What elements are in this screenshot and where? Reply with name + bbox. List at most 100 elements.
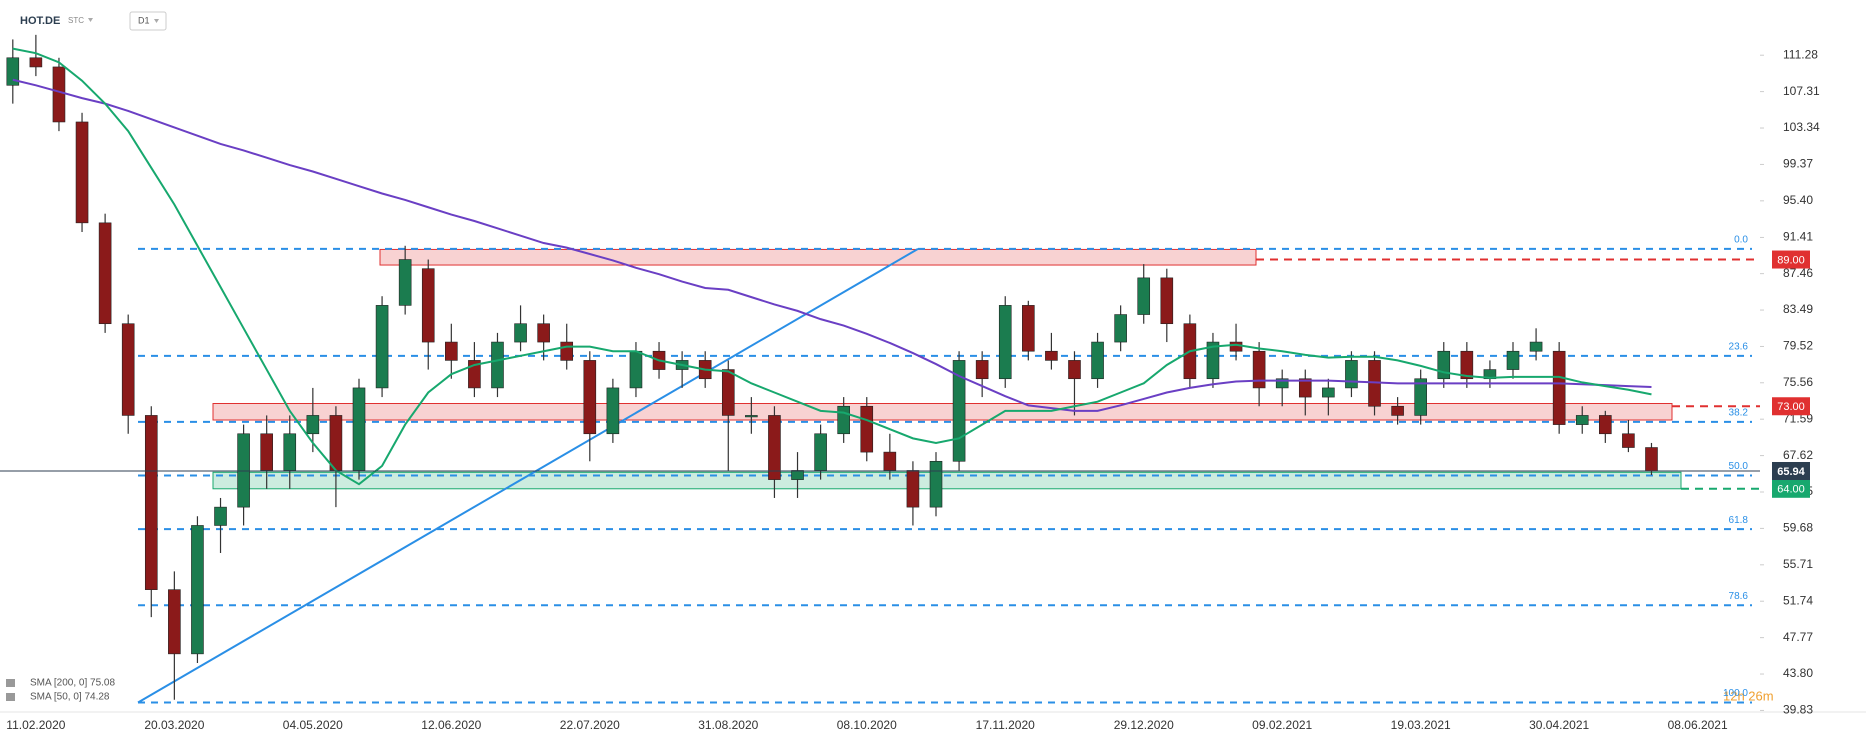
fib-label: 100.0	[1723, 688, 1748, 699]
candle-body	[1160, 277, 1174, 325]
x-tick-label: 17.11.2020	[976, 718, 1035, 732]
price-tag-box	[1772, 479, 1810, 498]
sma-line	[12, 47, 1652, 486]
candle-body	[583, 360, 597, 435]
candle-body	[837, 405, 850, 435]
candle-body	[283, 433, 297, 471]
fib-label: 23.6	[1729, 341, 1749, 352]
candle-body	[98, 222, 112, 325]
candle-body	[929, 460, 943, 508]
candle-body	[1645, 447, 1658, 472]
candle-body	[1114, 314, 1127, 343]
candle-body	[721, 369, 735, 416]
candle-body	[1045, 350, 1058, 361]
candle-body	[1460, 350, 1474, 380]
candle-body	[1552, 350, 1566, 425]
y-tick-label: 39.83	[1783, 703, 1813, 717]
candle-body	[1575, 415, 1589, 425]
candle-timer: 12h 26m	[1723, 688, 1774, 703]
candle-body	[1506, 350, 1520, 370]
interval[interactable]: D1	[138, 15, 150, 25]
candle-body	[260, 433, 273, 471]
y-tick-label: 47.77	[1783, 630, 1813, 644]
candle-body	[1345, 360, 1358, 389]
candle-body	[398, 259, 412, 306]
x-tick-label: 11.02.2020	[6, 718, 65, 732]
y-tick-label: 55.71	[1783, 557, 1813, 571]
y-tick-label: 103.34	[1783, 120, 1820, 134]
y-tick-label: 95.40	[1783, 193, 1813, 207]
y-tick-label: 87.46	[1783, 266, 1813, 280]
candle-body	[998, 305, 1012, 380]
last-price-tag: 65.94	[1777, 466, 1805, 478]
candle-body	[1391, 405, 1404, 416]
y-tick-label: 111.28	[1783, 47, 1818, 61]
legend-entry: SMA [200, 0] 75.08	[30, 678, 115, 689]
candle-body	[606, 387, 620, 435]
x-tick-label: 08.06.2021	[1668, 718, 1728, 732]
fib-label: 61.8	[1729, 515, 1749, 526]
y-tick-label: 99.37	[1783, 157, 1813, 171]
symbol: HOT.DE	[20, 15, 60, 27]
candle-body	[75, 121, 89, 224]
candle-body	[537, 323, 550, 343]
candle-body	[1599, 415, 1612, 435]
price-tag-box	[1772, 250, 1810, 269]
candle-body	[514, 323, 527, 343]
candle-body	[352, 387, 366, 471]
candle-body	[306, 415, 320, 435]
candle-body	[1275, 378, 1289, 389]
y-tick-label: 107.31	[1783, 84, 1820, 98]
x-tick-label: 09.02.2021	[1252, 718, 1312, 732]
price-tag-box	[1772, 397, 1810, 416]
y-tick-label: 43.80	[1783, 666, 1813, 680]
candle-body	[6, 57, 20, 86]
price-tag: 64.00	[1777, 484, 1805, 496]
candle-body	[168, 589, 181, 655]
candle-body	[191, 525, 204, 655]
y-tick-label: 51.74	[1783, 593, 1813, 607]
candle-body	[375, 305, 389, 389]
fib-label: 50.0	[1729, 461, 1749, 472]
y-tick-label: 67.62	[1783, 448, 1813, 462]
x-tick-label: 04.05.2020	[283, 718, 343, 732]
fib-label: 78.6	[1729, 591, 1749, 602]
candle-body	[1022, 305, 1035, 352]
candle-body	[1137, 277, 1151, 315]
candle-body	[560, 341, 574, 361]
y-tick-label: 91.41	[1783, 230, 1813, 244]
candle-body	[1622, 433, 1635, 448]
x-tick-label: 29.12.2020	[1114, 718, 1174, 732]
x-tick-label: 22.07.2020	[560, 718, 620, 732]
zone	[212, 403, 1673, 421]
candle-body	[1252, 350, 1266, 389]
candle-body	[121, 323, 135, 416]
x-tick-label: 20.03.2020	[144, 718, 204, 732]
candle-body	[1322, 387, 1335, 398]
fib-label: 38.2	[1729, 407, 1749, 418]
candle-body	[814, 433, 827, 471]
x-tick-label: 08.10.2020	[837, 718, 897, 732]
candle-body	[629, 350, 643, 389]
candle-body	[1091, 341, 1104, 380]
candle-body	[883, 451, 897, 471]
candle-body	[1298, 378, 1312, 398]
x-tick-label: 31.08.2020	[698, 718, 758, 732]
interval-box[interactable]	[129, 11, 167, 31]
price-tag: 89.00	[1777, 254, 1805, 266]
trend-line	[137, 248, 919, 704]
dropdown-arrow[interactable]	[154, 19, 159, 23]
chart-style[interactable]: STC	[68, 16, 84, 25]
candle-body	[745, 415, 758, 418]
sma-line	[12, 78, 1652, 412]
candle-body	[906, 470, 920, 508]
y-tick-label: 79.52	[1783, 339, 1813, 353]
candle-body	[768, 415, 781, 480]
y-tick-label: 83.49	[1783, 302, 1813, 316]
candle-body	[52, 66, 66, 123]
price-tag: 73.00	[1777, 401, 1805, 413]
dropdown-arrow[interactable]	[88, 18, 93, 22]
last-price-box	[1772, 461, 1810, 480]
